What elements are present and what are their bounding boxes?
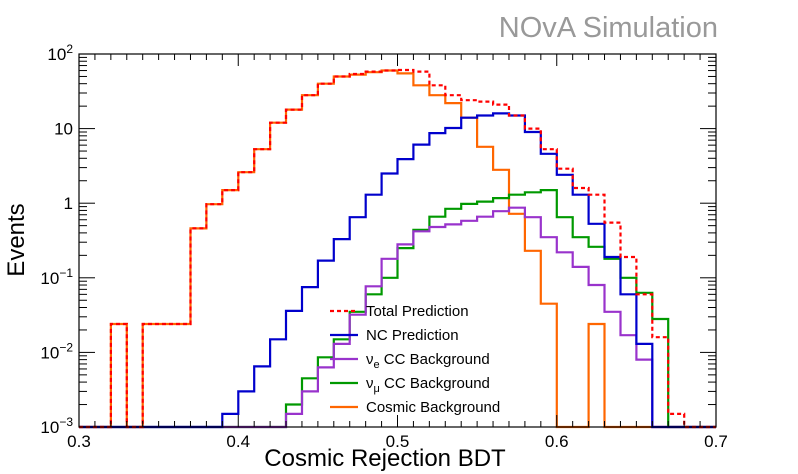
x-tick-label: 0.4 bbox=[226, 432, 250, 451]
watermark-label: NOvA Simulation bbox=[499, 12, 718, 44]
series-line-0 bbox=[79, 68, 716, 429]
y-tick-label: 10−1 bbox=[40, 266, 73, 288]
legend-label: νe CC Background bbox=[366, 351, 490, 371]
legend-label: NC Prediction bbox=[366, 327, 459, 344]
axis-ticks: 0.3 0.4 0.5 0.6 0.7 10−3 10−2 10−1 1 10 102 bbox=[40, 42, 727, 451]
y-axis-title: Events bbox=[3, 203, 30, 276]
x-axis-title: Cosmic Rejection BDT bbox=[264, 445, 506, 472]
legend: Total Prediction NC Prediction νe CC Backg… bbox=[330, 303, 500, 416]
legend-label: νμ CC Background bbox=[366, 375, 490, 395]
y-tick-label: 10 bbox=[54, 120, 73, 139]
x-tick-label: 0.6 bbox=[545, 432, 569, 451]
legend-label: Total Prediction bbox=[366, 303, 469, 320]
y-tick-label: 102 bbox=[47, 42, 73, 64]
y-tick-label: 1 bbox=[64, 194, 73, 213]
x-tick-label: 0.3 bbox=[67, 432, 91, 451]
series-line-1 bbox=[79, 112, 716, 429]
legend-label: Cosmic Background bbox=[366, 399, 500, 416]
y-tick-label: 10−3 bbox=[40, 415, 73, 437]
plot-area bbox=[79, 68, 716, 429]
x-tick-label: 0.5 bbox=[386, 432, 410, 451]
y-tick-label: 10−2 bbox=[40, 340, 73, 362]
x-tick-label: 0.7 bbox=[704, 432, 728, 451]
